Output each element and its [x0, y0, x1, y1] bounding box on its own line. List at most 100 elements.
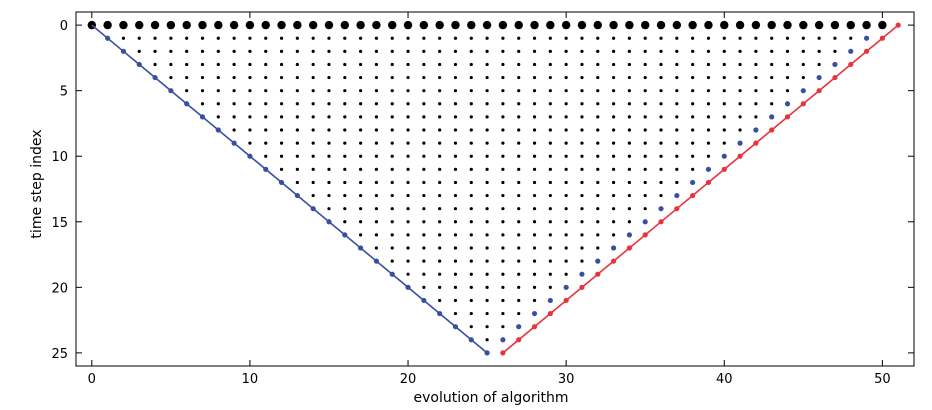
- red-line-dot: [642, 232, 648, 238]
- small-dot: [564, 62, 568, 67]
- small-dot: [438, 141, 442, 145]
- red-line-dot: [895, 22, 901, 28]
- small-dot: [691, 128, 695, 132]
- small-dot: [295, 62, 299, 67]
- small-dot: [548, 220, 552, 224]
- small-dot: [374, 154, 379, 158]
- small-dot: [580, 233, 584, 237]
- small-dot: [627, 167, 631, 171]
- small-dot: [627, 115, 631, 119]
- small-dot: [422, 272, 426, 276]
- small-dot: [264, 49, 268, 53]
- small-dot: [722, 36, 726, 40]
- small-dot: [422, 259, 426, 263]
- small-dot: [200, 36, 205, 40]
- blue-edge-dot: [531, 310, 538, 317]
- small-dot: [438, 49, 442, 53]
- small-dot: [327, 141, 331, 145]
- small-dot: [390, 220, 394, 224]
- small-dot: [738, 115, 742, 119]
- small-dot: [754, 36, 758, 40]
- small-dot: [754, 115, 758, 119]
- small-dot: [374, 75, 379, 80]
- small-dot: [596, 141, 600, 145]
- top-row-dot: [641, 20, 650, 30]
- small-dot: [453, 49, 458, 53]
- small-dot: [453, 62, 458, 67]
- small-dot: [327, 75, 331, 80]
- small-dot: [343, 180, 347, 185]
- y-tick-label: 15: [51, 216, 68, 231]
- small-dot: [517, 193, 521, 198]
- small-dot: [295, 89, 299, 93]
- small-dot: [643, 207, 647, 211]
- small-dot: [485, 128, 489, 132]
- small-dot: [627, 128, 631, 132]
- small-dot: [374, 36, 379, 40]
- small-dot: [738, 49, 742, 53]
- small-dot: [469, 325, 473, 329]
- small-dot: [532, 207, 537, 211]
- small-dot: [564, 128, 568, 132]
- small-dot: [801, 75, 805, 80]
- small-dot: [343, 62, 347, 67]
- small-dot: [343, 49, 347, 53]
- small-dot: [422, 154, 426, 158]
- small-dot: [279, 49, 284, 53]
- small-dot: [327, 115, 331, 119]
- small-dot: [438, 102, 442, 106]
- small-dot: [295, 102, 299, 106]
- red-line-dot: [563, 297, 569, 304]
- red-line-dot: [690, 192, 696, 199]
- small-dot: [517, 115, 521, 119]
- red-line-dot: [863, 48, 870, 54]
- blue-edge-dot: [848, 48, 854, 54]
- small-dot: [517, 298, 521, 303]
- small-dot: [596, 89, 600, 93]
- small-dot: [485, 102, 489, 106]
- small-dot: [627, 141, 631, 145]
- small-dot: [438, 154, 442, 158]
- small-dot: [295, 49, 299, 53]
- small-dot: [659, 49, 663, 53]
- small-dot: [611, 115, 616, 119]
- small-dot: [169, 49, 173, 53]
- small-dot: [359, 49, 363, 53]
- small-dot: [770, 62, 774, 67]
- small-dot: [374, 49, 379, 53]
- small-dot: [564, 180, 568, 185]
- small-dot: [580, 49, 584, 53]
- small-dot: [374, 89, 379, 93]
- small-dot: [659, 141, 663, 145]
- small-dot: [501, 220, 505, 224]
- small-dot: [248, 89, 252, 93]
- small-dot: [374, 167, 379, 171]
- chart-marks: [87, 20, 901, 356]
- small-dot: [596, 102, 600, 106]
- small-dot: [501, 233, 505, 237]
- small-dot: [548, 233, 552, 237]
- small-dot: [469, 36, 473, 40]
- small-dot: [611, 75, 616, 80]
- small-dot: [453, 220, 458, 224]
- small-dot: [643, 154, 647, 158]
- red-line-dot: [579, 284, 585, 290]
- small-dot: [279, 167, 284, 171]
- small-dot: [532, 180, 537, 185]
- small-dot: [264, 62, 268, 67]
- small-dot: [580, 89, 584, 93]
- small-dot: [264, 89, 268, 93]
- small-dot: [517, 180, 521, 185]
- red-line-dot: [500, 350, 506, 356]
- top-row-dot: [119, 20, 128, 30]
- small-dot: [501, 102, 505, 106]
- small-dot: [770, 36, 774, 40]
- small-dot: [279, 154, 284, 158]
- small-dot: [343, 89, 347, 93]
- blue-edge-dot: [658, 206, 664, 212]
- blue-line-dot: [168, 88, 174, 94]
- red-line-dot: [737, 153, 743, 159]
- small-dot: [817, 49, 821, 53]
- small-dot: [438, 115, 442, 119]
